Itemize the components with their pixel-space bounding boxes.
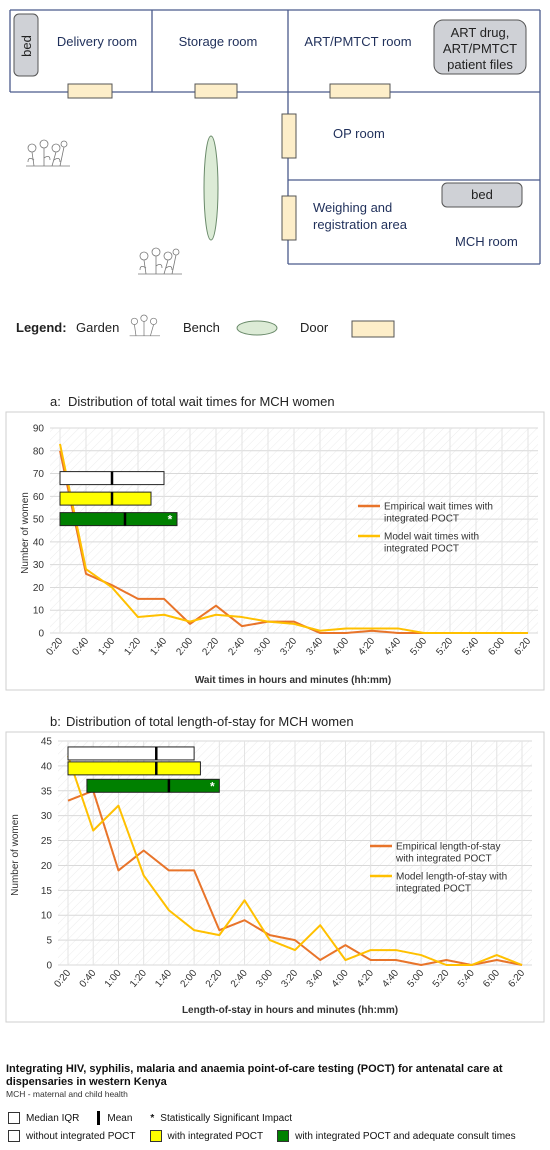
chart-a-boxplot-2	[59, 491, 152, 506]
bed-left	[13, 13, 39, 77]
legend-bench-icon	[236, 320, 278, 336]
significant-label: Statistically Significant Impact	[160, 1112, 292, 1124]
chart-a-y-tick-label: 40	[33, 537, 45, 548]
legend-title: Legend:	[16, 320, 67, 335]
chart-a-ylabel: Number of women	[20, 492, 31, 574]
chart-b-xlabel: Length-of-stay in hours and minutes (hh:…	[182, 1005, 398, 1016]
door-delivery	[67, 83, 113, 99]
door-storage	[194, 83, 238, 99]
chart-b-legend-label-2: Model length-of-stay with integrated POCT	[396, 872, 507, 895]
mean-marker-icon	[97, 1111, 101, 1125]
chart-b-y-tick-label: 20	[41, 861, 53, 872]
chart-b-legend-label-1: Empirical length-of-stay with integrated …	[395, 842, 500, 865]
footer: Integrating HIV, syphilis, malaria and a…	[6, 1063, 542, 1099]
chart-a-legend-label-2: Model wait times with integrated POCT	[384, 532, 479, 555]
chart-a-y-tick-label: 50	[33, 515, 45, 526]
chart-b-y-tick-label: 0	[46, 961, 52, 972]
chart-a-y-tick-label: 60	[33, 492, 45, 503]
with-poct-label: with integrated POCT	[167, 1130, 264, 1142]
garden-icon	[26, 139, 70, 167]
chart-b-y-tick-label: 5	[46, 936, 52, 947]
chart-b-y-tick-label: 25	[41, 836, 53, 847]
legend-bench-label: Bench	[183, 320, 220, 335]
art-files-line2: ART/PMTCT	[443, 41, 517, 56]
chart-a-boxplot-3	[59, 512, 178, 527]
adequate-consult-swatch	[277, 1130, 290, 1142]
asterisk-icon: *	[150, 1112, 155, 1124]
adequate-consult-label: with integrated POCT and adequate consul…	[295, 1130, 516, 1142]
chart-a-title-prefix: a:	[50, 394, 61, 409]
chart-b-y-tick-label: 35	[41, 786, 53, 797]
chart-a-series-line-2	[59, 443, 528, 634]
bench	[203, 135, 219, 241]
key-row-1: Median IQR Mean * Statistically Signific…	[8, 1111, 292, 1125]
median-iqr-swatch	[8, 1112, 20, 1124]
chart-b-significance-marker: *	[210, 779, 215, 793]
footer-subtitle: MCH - maternal and child health	[6, 1089, 128, 1099]
chart-a-legend-label-1: Empirical wait times with integrated POCT	[384, 502, 493, 525]
chart-b-y-tick-label: 15	[41, 886, 53, 897]
weighing-label-1: Weighing and	[313, 200, 392, 215]
chart-a-significance-marker: *	[168, 513, 173, 527]
with-poct-swatch	[149, 1130, 162, 1142]
chart-a-y-tick-label: 70	[33, 469, 45, 480]
chart-b-boxplot-2	[67, 761, 201, 776]
op-room-label: OP room	[333, 126, 385, 141]
garden-icon	[138, 247, 182, 275]
bed-left-label: bed	[19, 35, 34, 57]
floor-plan: bed Delivery room Storage room ART/PMTCT…	[9, 9, 541, 338]
without-poct-swatch	[8, 1130, 20, 1142]
mch-room-label: MCH room	[455, 234, 518, 249]
footer-title: Integrating HIV, syphilis, malaria and a…	[6, 1063, 503, 1088]
art-pmtct-room-label: ART/PMTCT room	[304, 34, 411, 49]
door-art	[329, 83, 391, 99]
delivery-room-label: Delivery room	[57, 34, 137, 49]
chart-b-title-prefix: b:	[50, 714, 61, 729]
chart-b-series-line-2	[67, 755, 523, 966]
chart-a-title: Distribution of total wait times for MCH…	[68, 394, 335, 409]
bed-right-label: bed	[471, 187, 493, 202]
door-weighing	[281, 195, 297, 241]
bed-right	[441, 182, 523, 208]
legend-garden-icon	[129, 314, 161, 337]
chart-b-y-tick-label: 45	[41, 737, 53, 748]
weighing-label-2: registration area	[313, 217, 408, 232]
without-poct-label: without integrated POCT	[26, 1130, 136, 1142]
chart-b: b: Distribution of total length-of-stay …	[5, 714, 545, 1023]
chart-b-title: Distribution of total length-of-stay for…	[66, 714, 354, 729]
chart-b-y-tick-label: 40	[41, 761, 53, 772]
chart-a-y-tick-label: 20	[33, 583, 45, 594]
chart-b-series-line-1	[67, 789, 523, 966]
median-iqr-label: Median IQR	[26, 1112, 80, 1124]
art-files-line1: ART drug,	[451, 25, 510, 40]
chart-b-boxplot-3	[86, 778, 220, 793]
chart-b-boxplot-1	[67, 746, 195, 761]
chart-a-y-tick-label: 30	[33, 560, 45, 571]
chart-b-ylabel: Number of women	[10, 814, 21, 896]
storage-room-label: Storage room	[179, 34, 258, 49]
chart-a-xlabel: Wait times in hours and minutes (hh:mm)	[195, 675, 391, 686]
chart-a: a: Distribution of total wait times for …	[5, 394, 545, 691]
legend-garden-label: Garden	[76, 320, 119, 335]
legend-door-icon	[351, 320, 395, 338]
legend-door-label: Door	[300, 320, 329, 335]
key-row-2: without integrated POCT with integrated …	[8, 1130, 516, 1142]
chart-b-y-tick-label: 10	[41, 911, 53, 922]
mean-label: Mean	[107, 1112, 133, 1124]
chart-a-y-tick-label: 0	[38, 629, 44, 640]
art-files-box	[433, 19, 527, 75]
chart-a-y-tick-label: 90	[33, 424, 45, 435]
chart-b-y-tick-label: 30	[41, 811, 53, 822]
chart-a-y-tick-label: 80	[33, 446, 45, 457]
art-files-line3: patient files	[447, 57, 513, 72]
door-op	[281, 113, 297, 159]
chart-a-y-tick-label: 10	[33, 606, 45, 617]
